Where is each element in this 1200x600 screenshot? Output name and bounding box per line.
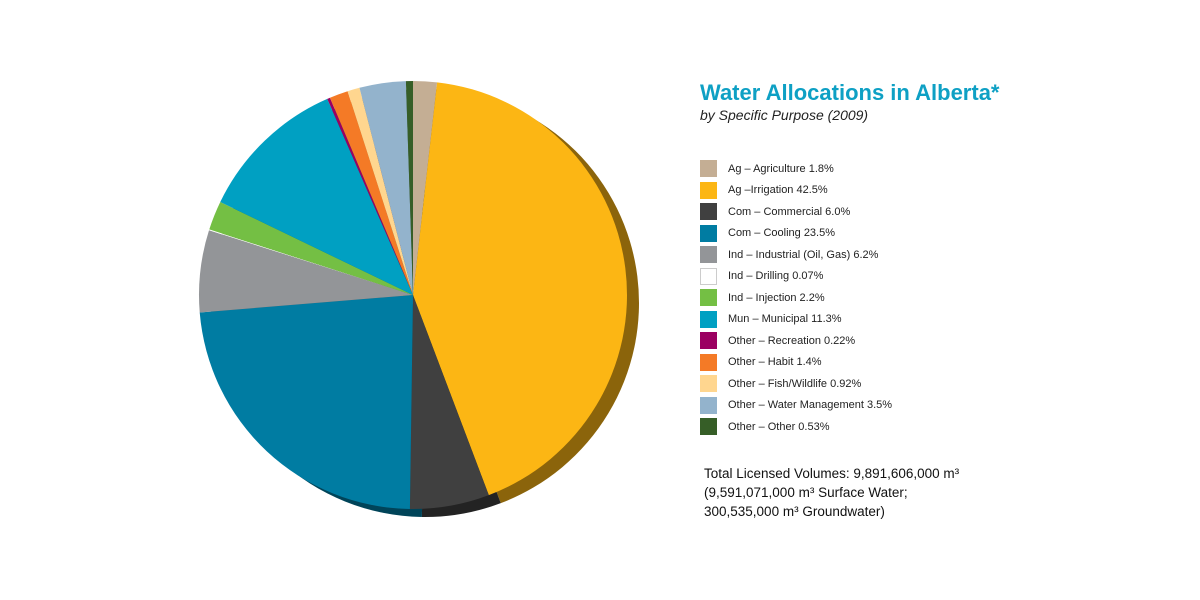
- legend-label: Other – Water Management 3.5%: [728, 399, 893, 412]
- total-volume-note: Total Licensed Volumes: 9,891,606,000 m³…: [704, 464, 959, 521]
- legend-swatch: [700, 332, 717, 350]
- legend-item: Other – Fish/Wildlife 0.92%: [700, 373, 892, 395]
- chart-title: Water Allocations in Alberta*: [700, 80, 1000, 105]
- legend-item: Ag –Irrigation 42.5%: [700, 180, 892, 202]
- note-line: (9,591,071,000 m³ Surface Water;: [704, 485, 908, 500]
- pie-slice: [347, 87, 413, 295]
- legend-label: Mun – Municipal 11.3%: [728, 313, 842, 326]
- legend-item: Other – Other 0.53%: [700, 416, 892, 438]
- pie-slice: [327, 97, 413, 295]
- legend-swatch: [700, 203, 717, 221]
- legend-item: Ind – Industrial (Oil, Gas) 6.2%: [700, 244, 892, 266]
- pie-chart: [199, 81, 639, 517]
- legend-label: Ind – Injection 2.2%: [728, 291, 825, 304]
- legend-swatch: [700, 246, 717, 264]
- legend-label: Ind – Drilling 0.07%: [728, 270, 824, 283]
- pie-slice: [220, 98, 413, 295]
- legend-swatch: [700, 289, 717, 307]
- legend-label: Other – Recreation 0.22%: [728, 334, 856, 347]
- legend-label: Com – Cooling 23.5%: [728, 227, 836, 240]
- pie-slice: [413, 82, 627, 496]
- legend-label: Ag –Irrigation 42.5%: [728, 184, 828, 197]
- legend-item: Mun – Municipal 11.3%: [700, 309, 892, 331]
- legend-swatch: [700, 160, 717, 178]
- pie-slice: [199, 230, 413, 313]
- note-line: 300,535,000 m³ Groundwater): [704, 504, 885, 519]
- legend-swatch: [700, 353, 717, 371]
- legend-label: Other – Other 0.53%: [728, 420, 830, 433]
- pie-slice: [199, 295, 413, 509]
- legend-item: Other – Water Management 3.5%: [700, 395, 892, 417]
- legend-item: Ag – Agriculture 1.8%: [700, 158, 892, 180]
- legend-swatch: [700, 418, 717, 436]
- legend-label: Ag – Agriculture 1.8%: [728, 162, 834, 175]
- legend: Ag – Agriculture 1.8% Ag –Irrigation 42.5…: [700, 158, 892, 438]
- pie-slice: [405, 81, 413, 295]
- legend-swatch: [700, 375, 717, 393]
- legend-item: Ind – Injection 2.2%: [700, 287, 892, 309]
- legend-label: Other – Fish/Wildlife 0.92%: [728, 377, 862, 390]
- chart-subtitle: by Specific Purpose (2009): [700, 107, 869, 123]
- legend-swatch: [700, 224, 717, 242]
- pie-slice: [209, 229, 413, 295]
- legend-swatch: [700, 396, 717, 414]
- pie-slice: [209, 202, 413, 295]
- legend-item: Other – Recreation 0.22%: [700, 330, 892, 352]
- legend-swatch: [700, 181, 717, 199]
- legend-item: Com – Cooling 23.5%: [700, 223, 892, 245]
- pie-slice: [359, 81, 413, 295]
- pie-slice: [409, 295, 489, 509]
- legend-label: Other – Habit 1.4%: [728, 356, 822, 369]
- legend-swatch: [700, 310, 717, 328]
- pie-slice: [413, 81, 438, 295]
- legend-swatch: [700, 267, 717, 285]
- legend-item: Other – Habit 1.4%: [700, 352, 892, 374]
- note-line: Total Licensed Volumes: 9,891,606,000 m³: [704, 466, 960, 481]
- pie-slice: [329, 91, 413, 295]
- legend-item: Ind – Drilling 0.07%: [700, 266, 892, 288]
- legend-label: Ind – Industrial (Oil, Gas) 6.2%: [728, 248, 879, 261]
- legend-item: Com – Commercial 6.0%: [700, 201, 892, 223]
- legend-label: Com – Commercial 6.0%: [728, 205, 851, 218]
